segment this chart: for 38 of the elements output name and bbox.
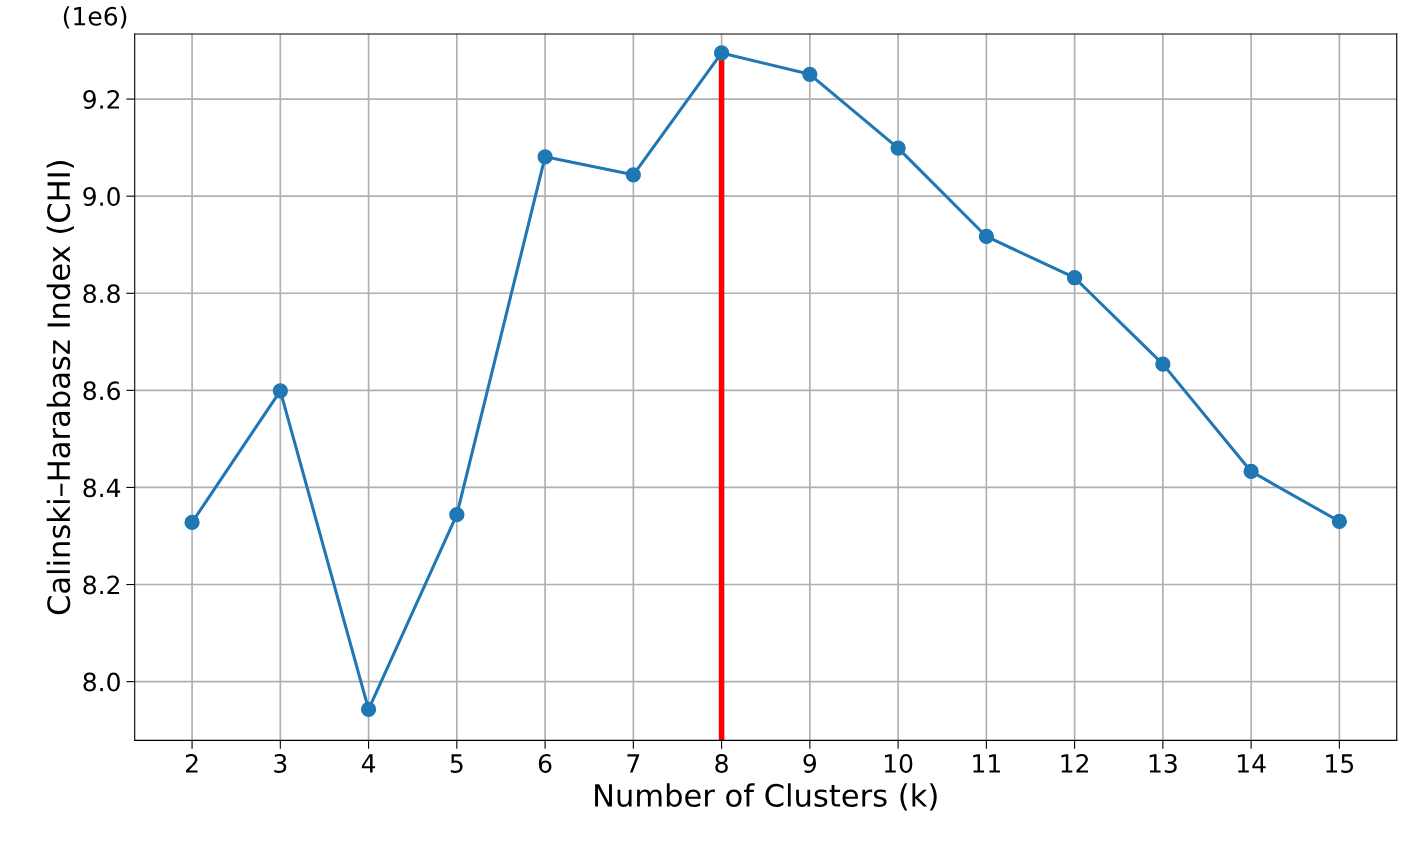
text: (1e6) (63, 6, 127, 29)
x-tick-label: 14 (1237, 754, 1266, 773)
point (802, 66, 818, 82)
y-tick-label: 8.8 (83, 284, 120, 304)
y-tick-label: 8.2 (83, 575, 120, 595)
x-tick-label: 13 (1149, 754, 1177, 773)
point (1066, 270, 1083, 286)
x-tick-label: 11 (973, 754, 1000, 773)
x-tick-label: 5 (450, 754, 463, 773)
point (360, 701, 377, 717)
x-tick-label: 9 (803, 754, 817, 773)
y-tick-label: 9.2 (83, 90, 120, 109)
x-tick-label: 2 (185, 754, 198, 773)
y-axis-title: Calinski–Harabasz Index (CHI) (46, 161, 74, 615)
point (1243, 463, 1259, 480)
x-tick-label: 3 (274, 754, 287, 773)
point (449, 506, 465, 523)
x-axis-title: Number of Clusters (k) (595, 783, 937, 811)
x-tick-label: 4 (361, 754, 376, 773)
x-tick-label: 10 (884, 754, 913, 773)
y-tick-label: 8.0 (83, 672, 120, 692)
point (1155, 356, 1171, 372)
x-tick-label: 12 (1061, 754, 1089, 773)
point (537, 149, 553, 165)
x-tick-label: 8 (715, 754, 728, 773)
y-tick-label: 8.4 (83, 478, 121, 498)
point (625, 167, 641, 183)
x-tick-label: 6 (538, 754, 552, 773)
point (890, 140, 906, 156)
x-tick-label: 15 (1326, 754, 1354, 773)
point (1331, 513, 1348, 530)
point (184, 514, 200, 531)
point (978, 228, 994, 245)
point (272, 383, 288, 399)
x-tick-label: 7 (627, 754, 640, 773)
point (713, 45, 730, 61)
y-tick-label: 8.6 (83, 381, 120, 401)
y-tick-label: 9.0 (83, 187, 120, 207)
